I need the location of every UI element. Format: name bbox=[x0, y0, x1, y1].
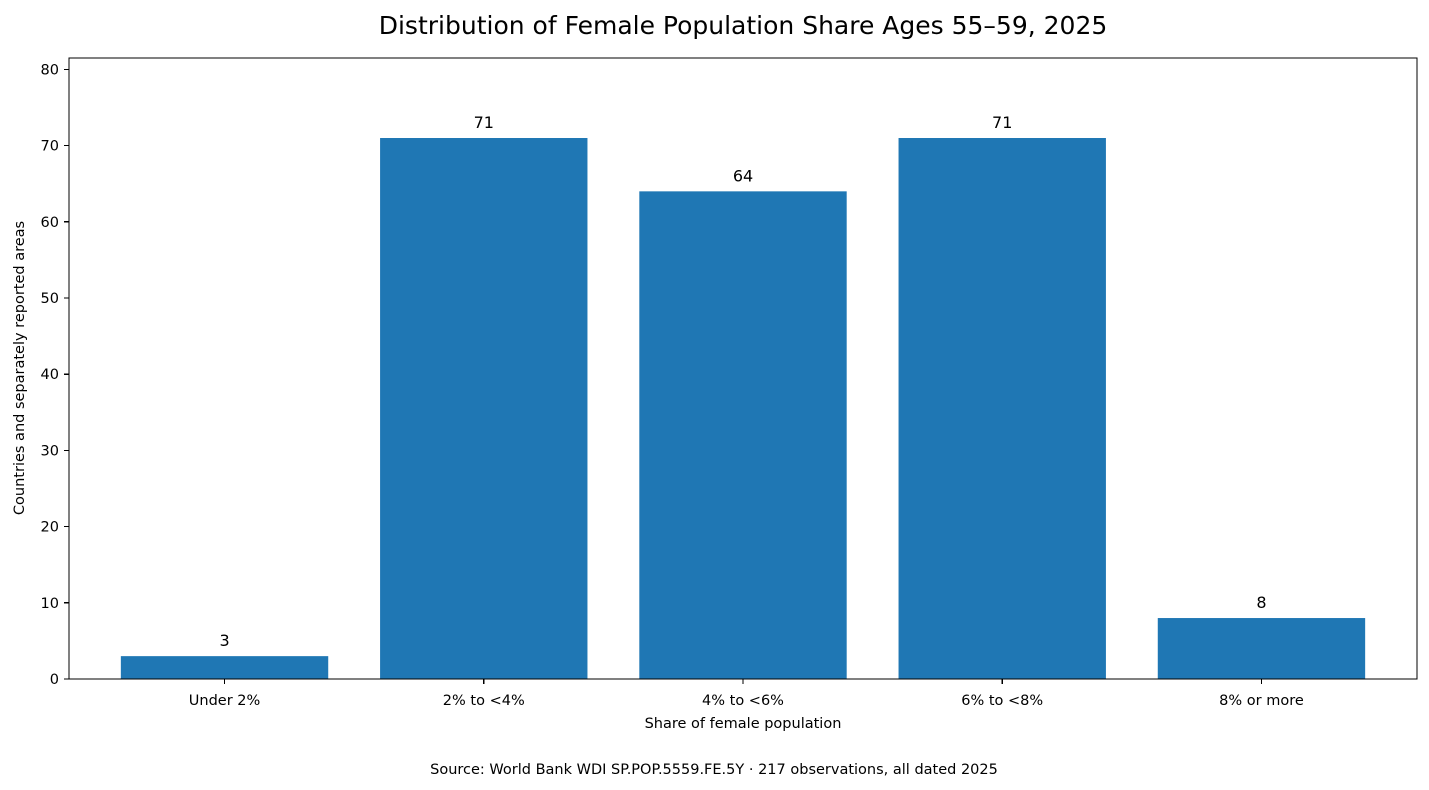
y-axis-title: Countries and separately reported areas bbox=[12, 221, 28, 515]
y-tick-label-8: 80 bbox=[41, 62, 59, 78]
y-tick-label-4: 40 bbox=[41, 367, 59, 383]
data-label-4: 8 bbox=[1256, 593, 1266, 612]
x-axis: Under 2% 2% to <4% 4% to <6% 6% to <8% 8% or… bbox=[189, 679, 1304, 709]
x-tick-label-2: 4% to <6% bbox=[702, 693, 784, 709]
plot-area-frame bbox=[68, 57, 1418, 680]
bar-1 bbox=[380, 138, 588, 680]
chart-title: Distribution of Female Population Share … bbox=[379, 11, 1108, 40]
y-axis: 0 10 20 30 40 50 60 70 80 bbox=[41, 62, 69, 688]
y-tick-label-5: 50 bbox=[41, 291, 59, 307]
y-tick-label-1: 10 bbox=[41, 596, 59, 612]
source-note: Source: World Bank WDI SP.POP.5559.FE.5Y… bbox=[430, 762, 998, 778]
data-label-0: 3 bbox=[219, 631, 229, 650]
bar-2 bbox=[639, 191, 847, 679]
data-label-1: 71 bbox=[474, 113, 494, 132]
x-tick-label-1: 2% to <4% bbox=[443, 693, 525, 709]
y-tick-label-7: 70 bbox=[41, 139, 59, 155]
x-tick-label-0: Under 2% bbox=[189, 693, 261, 709]
data-labels-group: 3 71 64 71 8 bbox=[219, 113, 1266, 650]
y-tick-label-6: 60 bbox=[41, 215, 59, 231]
bar-3 bbox=[898, 138, 1106, 680]
x-tick-label-4: 8% or more bbox=[1219, 693, 1304, 709]
data-label-2: 64 bbox=[733, 166, 753, 185]
bar-4 bbox=[1157, 618, 1366, 679]
x-tick-label-3: 6% to <8% bbox=[961, 693, 1043, 709]
bar-0 bbox=[120, 656, 329, 679]
y-tick-label-3: 30 bbox=[41, 443, 59, 459]
y-tick-label-0: 0 bbox=[50, 672, 59, 688]
x-axis-title: Share of female population bbox=[645, 716, 842, 732]
data-label-3: 71 bbox=[992, 113, 1012, 132]
y-tick-label-2: 20 bbox=[41, 520, 59, 536]
bars-group bbox=[120, 138, 1366, 680]
